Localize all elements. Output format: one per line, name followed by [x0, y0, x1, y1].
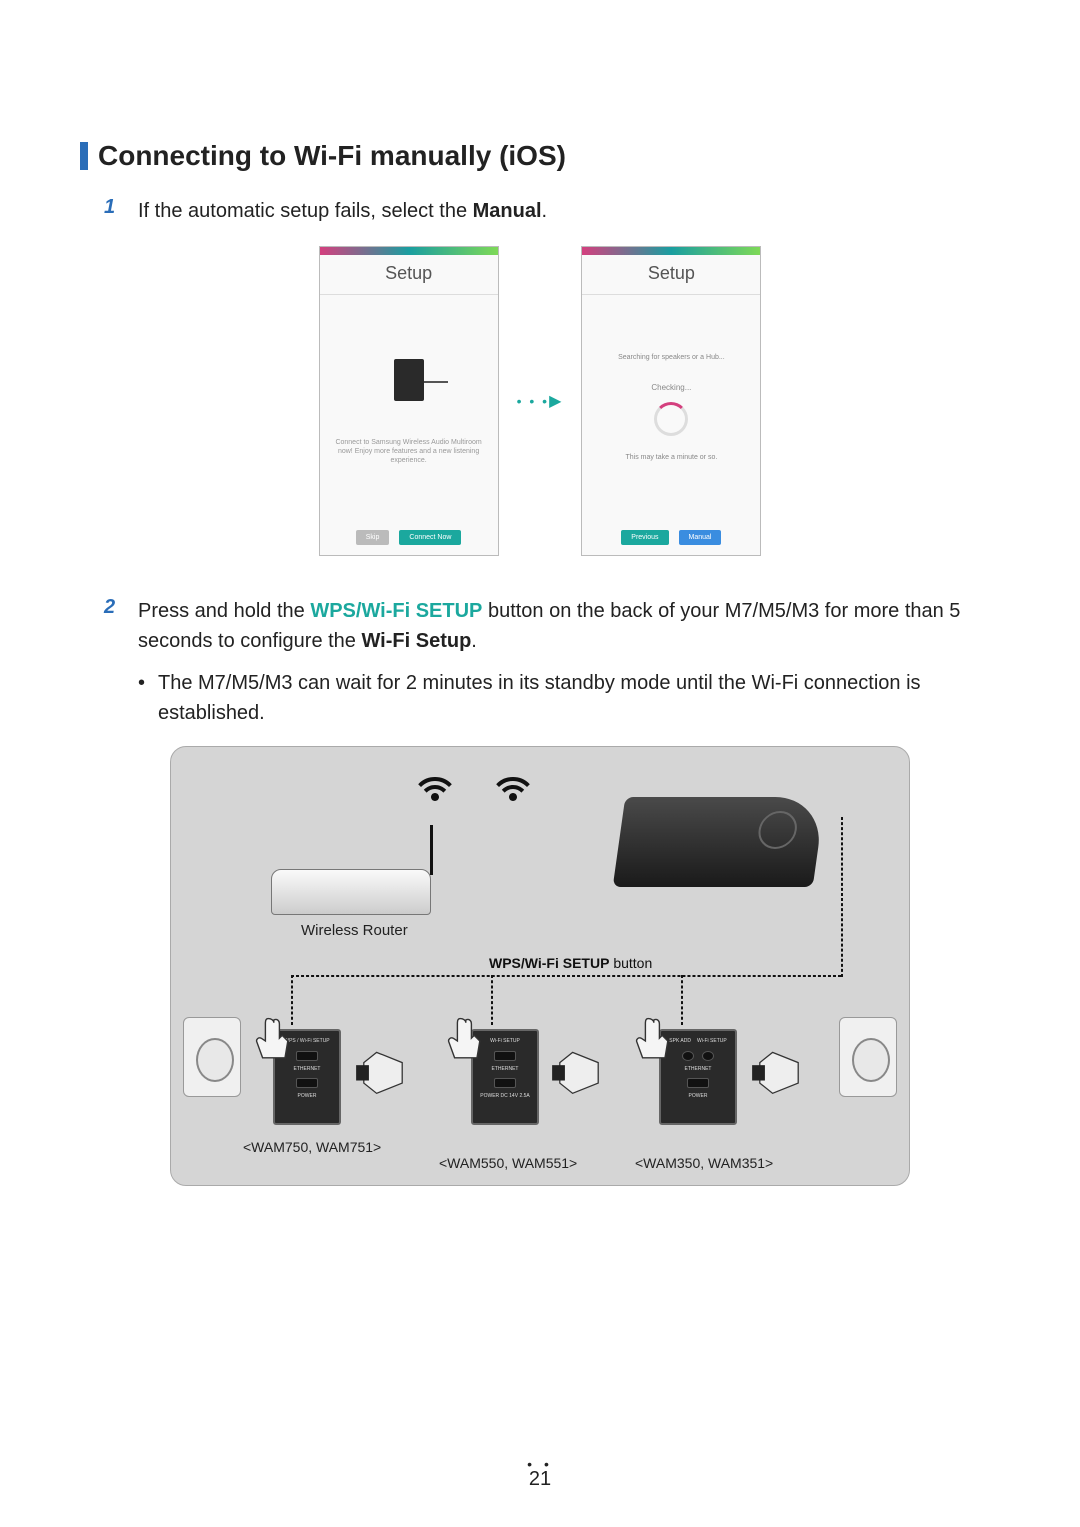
port-icon: [682, 1051, 694, 1061]
port-icon: [702, 1051, 714, 1061]
hand-press-icon: [623, 1013, 679, 1069]
heading: Connecting to Wi-Fi manually (iOS): [98, 140, 566, 172]
phone-topbar: [320, 247, 498, 255]
model-label-m7: <WAM750, WAM751>: [243, 1139, 381, 1155]
manual-button[interactable]: Manual: [679, 530, 722, 545]
speaker-illustration-main: [619, 797, 829, 897]
title-accent-bar: [80, 142, 88, 170]
wps-label-bold: WPS/Wi-Fi SETUP: [489, 955, 609, 971]
port-icon: [687, 1078, 709, 1088]
hand-plug-icon: [547, 1037, 611, 1101]
connect-now-button[interactable]: Connect Now: [399, 530, 461, 545]
router-antenna: [430, 825, 433, 875]
wifi-icon-speaker: [489, 761, 537, 820]
arrow-between-icon: • • •▶: [517, 391, 564, 411]
hand-pointer-icon: [464, 552, 475, 582]
step-1: 1 If the automatic setup fails, select t…: [104, 196, 1000, 226]
wps-label-rest: button: [609, 955, 652, 971]
step-1-text: If the automatic setup fails, select the…: [138, 196, 547, 226]
phone-header-right: Setup: [582, 255, 760, 295]
speaker-shape: [613, 797, 826, 887]
hand-press-icon: [243, 1013, 299, 1069]
port-icon: [296, 1078, 318, 1088]
previous-button[interactable]: Previous: [621, 530, 668, 545]
step-number: 1: [104, 196, 138, 226]
step-2-pre: Press and hold the: [138, 600, 310, 622]
setup-diagram: Wireless Router WPS/Wi-Fi SETUP button W…: [170, 746, 910, 1186]
hand-plug-icon: [747, 1037, 811, 1101]
step-number: 2: [104, 596, 138, 656]
router-body: [271, 869, 431, 915]
phone-footer-right: Previous Manual: [582, 520, 760, 555]
step-1-pre: If the automatic setup fails, select the: [138, 200, 473, 222]
page-number: • • 21: [527, 1456, 553, 1491]
step-2-post: .: [471, 630, 477, 652]
bullet-1: • The M7/M5/M3 can wait for 2 minutes in…: [138, 668, 1000, 728]
section-title: Connecting to Wi-Fi manually (iOS): [80, 140, 1000, 172]
port-icon: [494, 1078, 516, 1088]
bullet-text: The M7/M5/M3 can wait for 2 minutes in i…: [158, 668, 1000, 728]
wall-outlet-left: [183, 1017, 241, 1097]
checking-text: Checking...: [651, 383, 691, 392]
step-2-text: Press and hold the WPS/Wi-Fi SETUP butto…: [138, 596, 1000, 656]
port-power-label: POWER: [689, 1094, 708, 1100]
phone-topbar: [582, 247, 760, 255]
phone-body-right: Searching for speakers or a Hub... Check…: [582, 295, 760, 520]
port-ethernet-label: ETHERNET: [685, 1067, 712, 1073]
speaker-illustration: [379, 350, 439, 410]
step-2-teal: WPS/Wi-Fi SETUP: [310, 600, 482, 622]
model-label-m5: <WAM550, WAM551>: [439, 1155, 577, 1171]
port-power-label: POWER DC 14V 2.5A: [480, 1094, 529, 1100]
speaker-icon: [394, 359, 424, 401]
phone-screen-left: Setup Connect to Samsung Wireless Audio …: [319, 246, 499, 556]
note-text: This may take a minute or so.: [625, 454, 717, 461]
wps-button-label: WPS/Wi-Fi SETUP button: [489, 955, 652, 971]
phone-screen-right: Setup Searching for speakers or a Hub...…: [581, 246, 761, 556]
router-label: Wireless Router: [301, 922, 408, 939]
dashed-line: [291, 975, 841, 977]
dashed-line: [681, 975, 683, 1025]
port-wifi-label: Wi-Fi SETUP: [697, 1039, 727, 1045]
phone-screenshots: Setup Connect to Samsung Wireless Audio …: [80, 246, 1000, 556]
arrow-triangle-icon: ▶: [549, 393, 563, 410]
page-number-value: 21: [529, 1468, 551, 1490]
port-power-label: POWER: [298, 1094, 317, 1100]
dashed-line: [491, 975, 493, 1025]
port-icon: [296, 1051, 318, 1061]
arrow-dots: • • •: [517, 393, 549, 409]
hand-plug-icon: [351, 1037, 415, 1101]
step-1-bold: Manual: [473, 200, 542, 222]
searching-text: Searching for speakers or a Hub...: [618, 354, 725, 361]
port-ethernet-label: ETHERNET: [492, 1067, 519, 1073]
phone-footer-left: Skip Connect Now: [320, 520, 498, 555]
wall-outlet-right: [839, 1017, 897, 1097]
hand-press-icon: [435, 1013, 491, 1069]
port-icon: [494, 1051, 516, 1061]
step-1-post: .: [542, 200, 548, 222]
phone-header-left: Setup: [320, 255, 498, 295]
router-illustration: [271, 825, 451, 915]
spinner-icon: [654, 402, 688, 436]
phone-body-left: Connect to Samsung Wireless Audio Multir…: [320, 295, 498, 520]
wifi-icon-router: [411, 761, 459, 820]
bullet-dot: •: [138, 668, 158, 728]
skip-button[interactable]: Skip: [356, 530, 390, 545]
step-2: 2 Press and hold the WPS/Wi-Fi SETUP but…: [104, 596, 1000, 656]
phone-desc-left: Connect to Samsung Wireless Audio Multir…: [328, 438, 490, 465]
port-wifi-label: Wi-Fi SETUP: [490, 1039, 520, 1045]
model-label-m3: <WAM350, WAM351>: [635, 1155, 773, 1171]
dashed-line: [841, 817, 843, 977]
step-2-bold: Wi-Fi Setup: [361, 630, 471, 652]
